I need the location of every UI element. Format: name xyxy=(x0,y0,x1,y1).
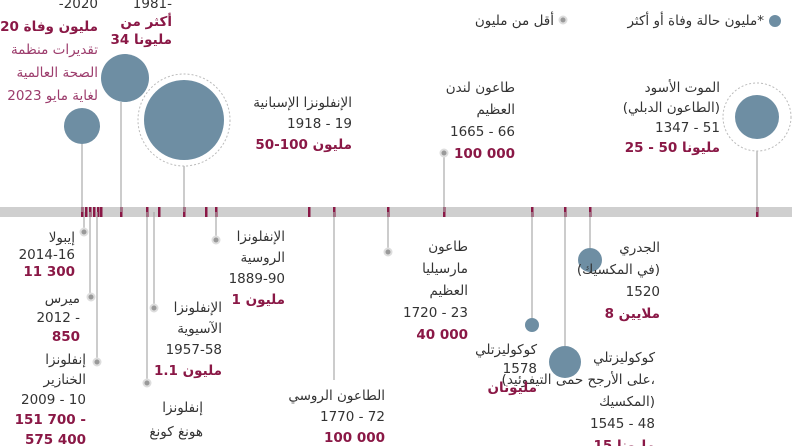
event-text: (الطاعون الدبلي) xyxy=(623,100,720,116)
legend-large-marker xyxy=(769,15,781,27)
dot xyxy=(383,247,393,257)
event-toll: 850 xyxy=(52,329,80,345)
bar-tick xyxy=(97,207,100,217)
event-toll: 151 700 - xyxy=(15,412,86,428)
event-toll: 25 - 50 مليونا xyxy=(625,140,720,156)
marker xyxy=(144,80,224,160)
event-toll: 575 400 xyxy=(25,432,86,446)
event-toll: 40 000 xyxy=(416,327,468,343)
dot xyxy=(149,303,159,313)
event-text: المكسيك) xyxy=(599,394,655,410)
event-text: الروسية xyxy=(241,250,285,266)
event-text: (على الأرجح حمى التيفوئيد، xyxy=(502,371,655,388)
event-text: 1957-58 xyxy=(166,342,222,358)
event-text: الجدري xyxy=(619,240,660,256)
event-text: إنفلونزا xyxy=(45,352,86,368)
marker-ring xyxy=(137,73,231,167)
event-toll: مليونان xyxy=(487,380,537,396)
event-text: 1520 xyxy=(626,284,660,300)
event-toll: 100 000 xyxy=(324,430,385,446)
event-toll: 15 مليونا xyxy=(594,438,655,446)
event-text: إيبولا xyxy=(49,230,75,246)
event-text: مارسيليا xyxy=(422,261,468,277)
event-note: تقديرات منظمة xyxy=(11,42,98,58)
event-text: الموت الأسود xyxy=(645,79,720,96)
event-text: العظيم xyxy=(476,102,515,118)
event-text: 1720 - 23 xyxy=(403,305,468,321)
bar-tick xyxy=(205,207,208,217)
event-text: 1889-90 xyxy=(229,271,285,287)
legend-small: أقل من مليون xyxy=(475,11,554,29)
event-text: هونغ كونغ xyxy=(149,424,203,440)
event-toll: 1.1 مليون xyxy=(154,363,222,379)
event-toll: 34 مليونا xyxy=(111,32,172,48)
bar-tick xyxy=(308,207,311,217)
legend-small-marker xyxy=(558,15,568,25)
event-text: 2014-16 xyxy=(19,247,75,263)
event-text: إنفلونزا xyxy=(162,400,203,416)
event-text: الآسيوية xyxy=(177,321,222,337)
event-text: 2009 - 10 xyxy=(21,392,86,408)
event-text: 1347 - 51 xyxy=(655,120,720,136)
event-text: 1578 xyxy=(503,361,537,377)
event-text: ميرس xyxy=(45,291,80,307)
event-text: الطاعون الروسي xyxy=(288,388,385,404)
dot xyxy=(211,235,221,245)
dot xyxy=(79,227,89,237)
event-text: -2020 xyxy=(59,0,98,12)
event-text: طاعون لندن xyxy=(446,80,515,96)
event-text: 1981- xyxy=(133,0,172,12)
event-text: طاعون xyxy=(428,239,468,255)
legend-large: مليون حالة وفاة أو أكثر* xyxy=(626,11,764,29)
event-toll: أكثر من xyxy=(120,13,172,30)
event-text: الخنازير xyxy=(43,372,87,388)
dot xyxy=(86,292,96,302)
event-note: لغاية مايو 2023 xyxy=(7,88,98,104)
marker xyxy=(101,54,149,102)
event-text: كوكوليزتلي xyxy=(475,342,537,358)
marker xyxy=(64,108,100,144)
event-toll: 20 مليون وفاة xyxy=(0,19,98,35)
event-note: الصحة العالمية xyxy=(16,65,98,81)
event-text: 1918 - 19 xyxy=(287,116,352,132)
event-text: الإنفلونزا xyxy=(237,229,285,245)
bar-tick xyxy=(158,207,161,217)
event-text: كوكوليزتلي xyxy=(593,350,655,366)
event-text: الإنفلونزا xyxy=(174,300,222,316)
marker xyxy=(525,318,539,332)
dot xyxy=(142,378,152,388)
bar-tick xyxy=(93,207,96,217)
event-text: 1545 - 48 xyxy=(590,416,655,432)
event-toll: 11 300 xyxy=(23,264,75,280)
event-text: الإنفلونزا الإسبانية xyxy=(253,95,352,111)
event-text: 2012 - xyxy=(36,310,80,326)
event-toll: 50-100 مليون xyxy=(255,137,352,153)
bar-tick xyxy=(100,207,103,217)
event-toll: 8 ملايين xyxy=(605,306,660,322)
event-toll: 1 مليون xyxy=(232,292,285,308)
dot xyxy=(92,357,102,367)
marker xyxy=(578,248,602,272)
event-toll: 100 000 xyxy=(454,146,515,162)
event-text: العظيم xyxy=(429,283,468,299)
marker-ring xyxy=(722,82,792,152)
event-text: 1770 - 72 xyxy=(320,409,385,425)
timeline-bar xyxy=(0,207,792,217)
event-text: (في المكسيك) xyxy=(577,262,660,278)
event-text: 1665 - 66 xyxy=(450,124,515,140)
dot xyxy=(439,148,449,158)
marker xyxy=(735,95,779,139)
marker xyxy=(549,346,581,378)
bar-tick xyxy=(85,207,88,217)
